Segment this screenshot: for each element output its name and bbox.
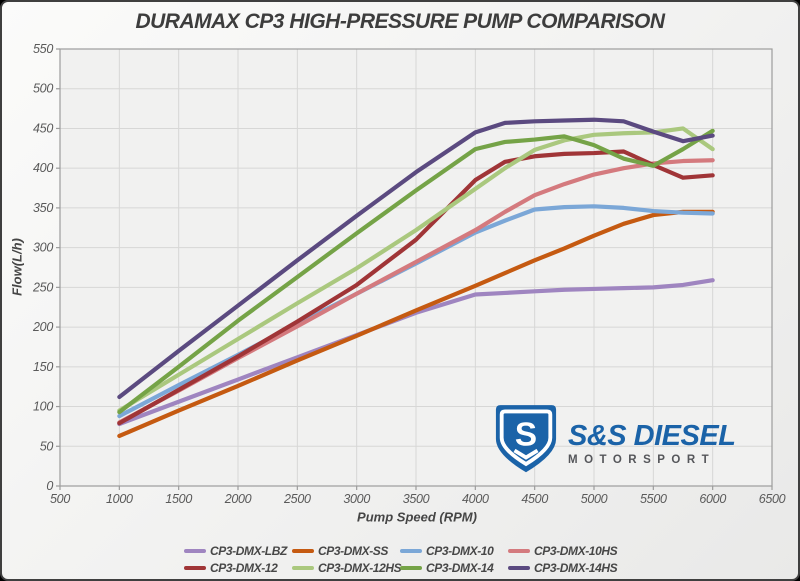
legend-item: CP3-DMX-14 — [400, 561, 508, 575]
x-tick-label: 5500 — [640, 492, 667, 506]
legend-swatch — [184, 549, 206, 553]
legend-label: CP3-DMX-10 — [426, 544, 494, 558]
y-tick-label: 550 — [33, 42, 53, 56]
legend-item: CP3-DMX-LBZ — [184, 544, 292, 558]
legend-swatch — [508, 549, 530, 553]
y-tick-label: 500 — [33, 82, 53, 96]
series-line-cp3-dmx-12hs — [117, 126, 715, 413]
y-axis-label: Flow(L/h) — [9, 238, 25, 296]
chart-legend: CP3-DMX-LBZ CP3-DMX-SS CP3-DMX-10 CP3-DMX-1… — [2, 544, 798, 575]
y-tick-label: 300 — [33, 241, 53, 255]
x-tick-label: 4000 — [462, 492, 489, 506]
y-tick-label: 0 — [46, 479, 53, 493]
logo-brand-name: S&S DIESEL — [568, 420, 736, 452]
legend-row-1: CP3-DMX-LBZ CP3-DMX-SS CP3-DMX-10 CP3-DMX-1… — [184, 544, 618, 558]
x-tick-label: 4500 — [521, 492, 548, 506]
x-tick-label: 2500 — [283, 492, 311, 506]
x-tick-label: 5000 — [581, 492, 608, 506]
legend-label: CP3-DMX-14HS — [534, 561, 618, 575]
y-tick-label: 350 — [33, 201, 53, 215]
shield-logo-icon: S — [495, 405, 557, 473]
x-tick-label: 500 — [50, 492, 70, 506]
legend-label: CP3-DMX-LBZ — [210, 544, 287, 558]
y-tick-label: 150 — [33, 360, 53, 374]
x-tick-label: 1500 — [165, 492, 192, 506]
legend-item: CP3-DMX-12HS — [292, 561, 402, 575]
y-tick-label: 250 — [32, 280, 53, 294]
x-tick-label: 3500 — [403, 492, 430, 506]
legend-swatch — [400, 549, 422, 553]
legend-swatch — [292, 566, 314, 570]
series-line-cp3-dmx-ss — [117, 209, 715, 439]
series-line-cp3-dmx-14 — [117, 128, 715, 415]
chart-title: DURAMAX CP3 HIGH-PRESSURE PUMP COMPARISO… — [135, 10, 665, 33]
legend-label: CP3-DMX-12HS — [318, 561, 402, 575]
legend-item: CP3-DMX-12 — [184, 561, 292, 575]
y-tick-label: 450 — [33, 121, 53, 135]
legend-label: CP3-DMX-10HS — [534, 544, 618, 558]
brand-logo: S S&S DIESEL MOTORSPORT — [494, 402, 736, 476]
y-tick-label: 50 — [40, 439, 54, 453]
x-tick-label: 1000 — [106, 492, 133, 506]
x-tick-label: 6500 — [759, 492, 786, 506]
logo-text: S&S DIESEL MOTORSPORT — [568, 420, 736, 467]
legend-item: CP3-DMX-SS — [292, 544, 400, 558]
legend-swatch — [508, 566, 530, 570]
legend-item: CP3-DMX-14HS — [508, 561, 618, 575]
legend-swatch — [292, 549, 314, 553]
logo-sub-brand: MOTORSPORT — [568, 454, 716, 466]
x-tick-label: 2000 — [224, 492, 252, 506]
series-line-cp3-dmx-12 — [117, 149, 715, 426]
legend-swatch — [400, 566, 422, 570]
legend-swatch — [184, 566, 206, 570]
legend-label: CP3-DMX-12 — [210, 561, 278, 575]
x-axis-label: Pump Speed (RPM) — [357, 509, 477, 525]
legend-label: CP3-DMX-SS — [318, 544, 389, 558]
shield-letter: S — [515, 416, 537, 453]
x-tick-label: 6000 — [699, 492, 726, 506]
series-line-cp3-dmx-lbz — [117, 278, 715, 427]
legend-row-2: CP3-DMX-12 CP3-DMX-12HS CP3-DMX-14 CP3-DMX-… — [184, 561, 618, 575]
legend-item: CP3-DMX-10HS — [508, 544, 618, 558]
legend-label: CP3-DMX-14 — [426, 561, 494, 575]
y-tick-label: 200 — [32, 320, 53, 334]
x-tick-label: 3000 — [343, 492, 370, 506]
legend-item: CP3-DMX-10 — [400, 544, 508, 558]
series-line-cp3-dmx-14hs — [117, 117, 715, 400]
y-tick-label: 100 — [33, 400, 53, 414]
y-tick-label: 400 — [33, 161, 53, 175]
